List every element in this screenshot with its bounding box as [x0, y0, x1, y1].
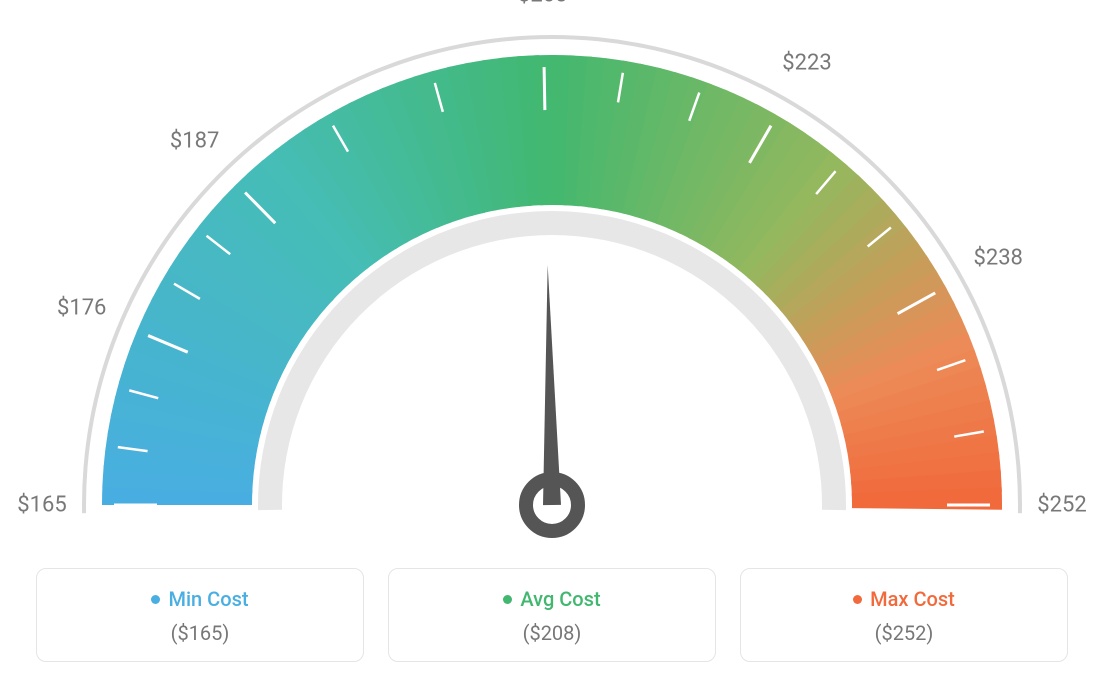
- dot-icon: [503, 595, 512, 604]
- gauge-tick-label: $252: [1037, 493, 1086, 518]
- legend-value-avg: ($208): [399, 621, 705, 645]
- legend-title-text: Min Cost: [168, 587, 248, 611]
- gauge-needle: [543, 265, 561, 505]
- legend-value-max: ($252): [751, 621, 1057, 645]
- legend-title-text: Avg Cost: [520, 587, 600, 611]
- gauge-tick-label: $165: [17, 493, 66, 518]
- legend-title-min: Min Cost: [151, 587, 248, 611]
- legend-title-avg: Avg Cost: [503, 587, 600, 611]
- legend-card-min: Min Cost ($165): [36, 568, 364, 662]
- gauge-svg: [0, 0, 1104, 560]
- legend-row: Min Cost ($165) Avg Cost ($208) Max Cost…: [0, 568, 1104, 662]
- gauge-tick-label: $187: [170, 129, 219, 154]
- gauge-tick-label: $208: [518, 0, 567, 8]
- gauge-tick-major: [544, 67, 545, 110]
- gauge-tick-label: $223: [782, 51, 831, 76]
- legend-title-max: Max Cost: [853, 587, 955, 611]
- dot-icon: [853, 595, 862, 604]
- legend-card-max: Max Cost ($252): [740, 568, 1068, 662]
- legend-card-avg: Avg Cost ($208): [388, 568, 716, 662]
- legend-value-min: ($165): [47, 621, 353, 645]
- gauge-tick-label: $176: [57, 295, 106, 320]
- gauge-tick-label: $238: [973, 246, 1022, 271]
- dot-icon: [151, 595, 160, 604]
- cost-gauge: $165 $176 $187 $208 $223 $238 $252: [0, 0, 1104, 560]
- legend-title-text: Max Cost: [870, 587, 955, 611]
